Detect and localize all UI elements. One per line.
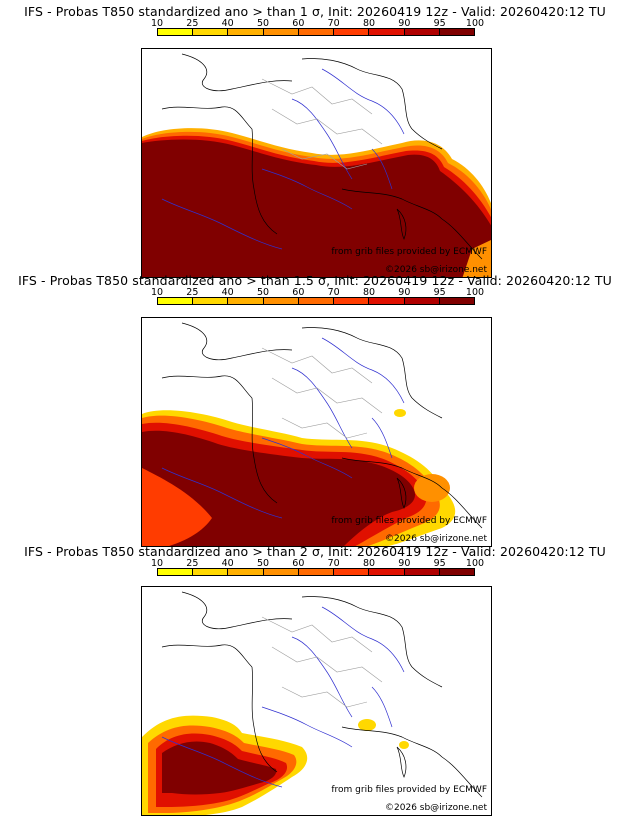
colorbar-segment <box>298 569 335 575</box>
colorbar-segment <box>158 29 194 35</box>
colorbar-labels: 10 25 40 50 60 70 80 90 95 100 <box>141 287 491 298</box>
colorbar-tick-label: 90 <box>398 287 411 298</box>
copyright-credit: ©2026 sb@irizone.net <box>385 265 487 275</box>
colorbar-tick-label: 80 <box>362 287 376 298</box>
colorbar-tick-label: 50 <box>256 18 270 29</box>
colorbar-tick-label: 40 <box>221 558 234 569</box>
forecast-panel-2: IFS - Probas T850 standardized ano > tha… <box>0 273 630 547</box>
colorbar-segment <box>193 29 229 35</box>
colorbar-labels: 10 25 40 50 60 70 80 90 95 100 <box>141 18 491 29</box>
colorbar-segment <box>263 569 299 575</box>
colorbar-tick-label: 60 <box>292 558 305 569</box>
colorbar-tick-label: 25 <box>186 18 199 29</box>
colorbar-tick-label: 60 <box>292 287 305 298</box>
colorbar-segment <box>193 298 229 304</box>
colorbar-tick-label: 70 <box>327 18 340 29</box>
colorbar-tick-label: 80 <box>362 558 376 569</box>
colorbar-segment <box>439 29 474 35</box>
colorbar-tick-label: 50 <box>256 558 270 569</box>
colorbar-tick-label: 100 <box>465 18 485 29</box>
probability-map: from grib files provided by ECMWF ©2026 … <box>141 586 492 816</box>
colorbar-tick-label: 90 <box>398 558 411 569</box>
panel-title: IFS - Probas T850 standardized ano > tha… <box>24 544 606 559</box>
colorbar-segment <box>369 569 405 575</box>
copyright-credit: ©2026 sb@irizone.net <box>385 803 487 813</box>
colorbar-tick-label: 95 <box>433 287 446 298</box>
colorbar-tick-label: 10 <box>150 558 164 569</box>
colorbar-tick-label: 80 <box>362 18 376 29</box>
colorbar-tick-label: 10 <box>150 287 164 298</box>
colorbar-segment <box>298 29 335 35</box>
colorbar-segment <box>298 298 335 304</box>
colorbar <box>157 297 475 305</box>
colorbar-tick-label: 50 <box>256 287 270 298</box>
colorbar-segment <box>158 298 194 304</box>
colorbar-segment <box>369 29 405 35</box>
colorbar-segment <box>228 298 264 304</box>
colorbar <box>157 28 475 36</box>
colorbar-tick-label: 70 <box>327 558 340 569</box>
colorbar-segment <box>369 298 405 304</box>
colorbar-segment <box>263 298 299 304</box>
copyright-credit: ©2026 sb@irizone.net <box>385 534 487 544</box>
colorbar <box>157 568 475 576</box>
colorbar-tick-label: 60 <box>292 18 305 29</box>
colorbar-segment <box>404 298 440 304</box>
colorbar-segment <box>228 569 264 575</box>
colorbar-tick-label: 40 <box>221 287 234 298</box>
data-source-credit: from grib files provided by ECMWF <box>331 516 487 526</box>
colorbar-segment <box>404 29 440 35</box>
colorbar-labels: 10 25 40 50 60 70 80 90 95 100 <box>141 558 491 569</box>
forecast-panel-3: IFS - Probas T850 standardized ano > tha… <box>0 544 630 816</box>
colorbar-tick-label: 95 <box>433 558 446 569</box>
colorbar-tick-label: 100 <box>465 558 485 569</box>
colorbar-tick-label: 25 <box>186 558 199 569</box>
colorbar-tick-label: 100 <box>465 287 485 298</box>
panel-title: IFS - Probas T850 standardized ano > tha… <box>24 4 606 19</box>
data-source-credit: from grib files provided by ECMWF <box>331 247 487 257</box>
colorbar-segment <box>439 569 474 575</box>
colorbar-segment <box>158 569 194 575</box>
colorbar-tick-label: 95 <box>433 18 446 29</box>
colorbar-tick-label: 10 <box>150 18 164 29</box>
panel-title: IFS - Probas T850 standardized ano > tha… <box>18 273 612 288</box>
colorbar-segment <box>334 298 370 304</box>
colorbar-segment <box>263 29 299 35</box>
probability-map: from grib files provided by ECMWF ©2026 … <box>141 48 492 278</box>
data-source-credit: from grib files provided by ECMWF <box>331 785 487 795</box>
colorbar-tick-label: 90 <box>398 18 411 29</box>
colorbar-segment <box>228 29 264 35</box>
colorbar-tick-label: 25 <box>186 287 199 298</box>
colorbar-segment <box>334 29 370 35</box>
colorbar-segment <box>439 298 474 304</box>
colorbar-tick-label: 70 <box>327 287 340 298</box>
forecast-panel-1: IFS - Probas T850 standardized ano > tha… <box>0 4 630 278</box>
colorbar-segment <box>193 569 229 575</box>
colorbar-segment <box>404 569 440 575</box>
probability-map: from grib files provided by ECMWF ©2026 … <box>141 317 492 547</box>
colorbar-tick-label: 40 <box>221 18 234 29</box>
colorbar-segment <box>334 569 370 575</box>
